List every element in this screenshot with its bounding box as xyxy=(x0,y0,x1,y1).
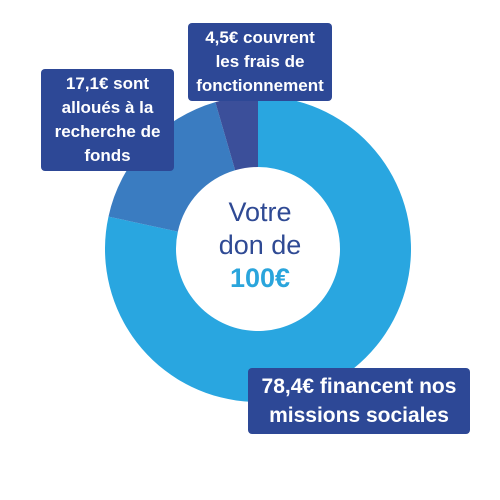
label-line: 4,5€ couvrent xyxy=(205,28,315,47)
slice-label-recherche: 17,1€ sont alloués à la recherche de fon… xyxy=(41,69,174,171)
slice-missions-sociales xyxy=(104,96,411,402)
donut-center-text: Votre don de 100€ xyxy=(180,196,340,295)
label-line: alloués à la xyxy=(61,98,154,117)
slice-label-fonctionnement: 4,5€ couvrent les frais de fonctionnemen… xyxy=(188,23,332,101)
label-line: les frais de xyxy=(215,52,305,71)
slice-frais-de-fonctionnement xyxy=(215,96,258,171)
label-line: 17,1€ sont xyxy=(65,74,150,93)
label-line: missions sociales xyxy=(269,404,449,427)
label-line: fonctionnement xyxy=(196,76,324,95)
center-line-1: Votre xyxy=(228,197,292,227)
center-line-2: don de xyxy=(218,230,302,260)
label-line: recherche de xyxy=(54,122,161,141)
label-line: 78,4€ financent nos xyxy=(261,375,457,398)
donation-amount: 100€ xyxy=(229,263,291,293)
label-line: fonds xyxy=(84,146,131,165)
slice-label-missions: 78,4€ financent nos missions sociales xyxy=(248,368,470,434)
